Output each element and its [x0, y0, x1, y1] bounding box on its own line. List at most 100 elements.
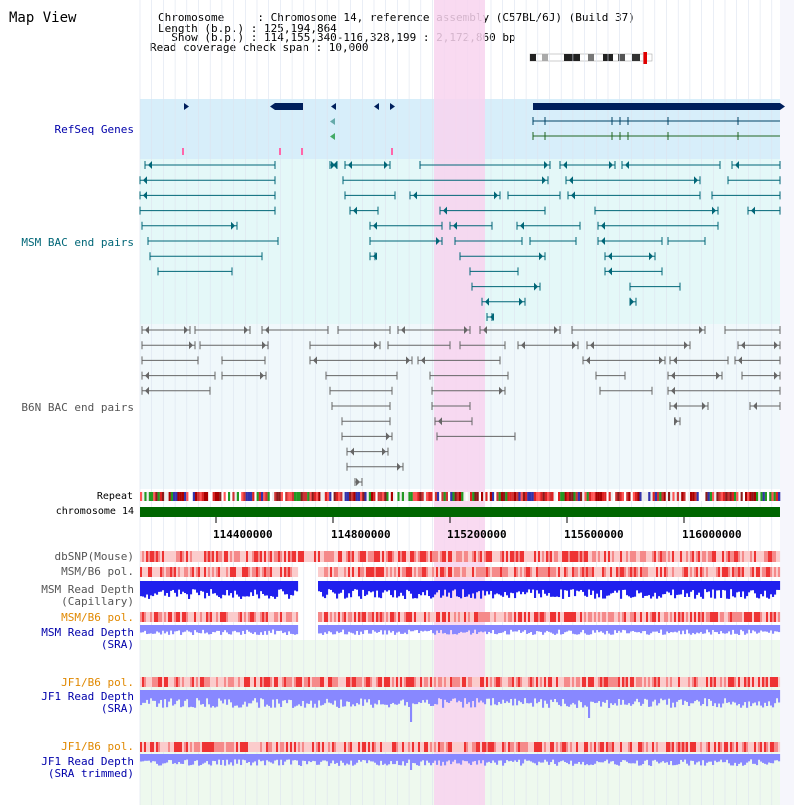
repeat-feature: [703, 492, 706, 501]
msm-b6-pol-bin: [318, 612, 321, 622]
msm-depth-capillary-bar: [230, 581, 233, 594]
repeat-feature: [602, 492, 605, 501]
msm-depth-sra-bar: [488, 625, 491, 632]
msm-depth-capillary-bar: [610, 581, 613, 594]
msm-b6-pol-bin: [222, 612, 225, 622]
jf1-b6-pol-bin: [608, 677, 611, 687]
jf1-depth-trimmed-bar: [662, 754, 665, 762]
msm-depth-sra-bar: [604, 625, 607, 635]
msm-b6-pol-bin: [202, 612, 205, 622]
jf1-b6-pol-bin: [676, 677, 679, 687]
jf1-b6-pol-bin: [144, 742, 147, 752]
dbsnp-bin: [600, 551, 603, 562]
jf1-b6-pol-bin: [600, 677, 603, 687]
jf1-b6-pol-bin: [450, 742, 453, 752]
jf1-depth-sra-bar: [718, 690, 721, 704]
msm-depth-sra-bar: [478, 625, 481, 633]
repeat-feature: [485, 492, 488, 501]
msm-depth-capillary-bar: [368, 581, 371, 592]
msm-depth-sra-bar: [482, 625, 485, 633]
jf1-depth-trimmed-bar: [712, 754, 715, 765]
b6n-bac-pair-arrow: [753, 402, 757, 410]
dbsnp-bin: [318, 551, 321, 562]
dbsnp-bin: [592, 551, 595, 562]
b6n-bac-pair-arrow: [554, 326, 558, 334]
msm-depth-sra-bar: [172, 625, 175, 635]
jf1-b6-pol-bin: [430, 677, 433, 687]
msm-depth-capillary-bar: [324, 581, 327, 599]
msm-b6-pol-bin: [380, 567, 383, 577]
dbsnp-bin: [258, 551, 261, 562]
jf1-b6-pol-bin: [328, 742, 331, 752]
msm-depth-sra-bar: [674, 625, 677, 632]
msm-b6-pol-bin: [340, 612, 343, 622]
b6n-bac-pair-arrow: [386, 432, 390, 441]
msm-b6-pol-bin: [376, 612, 379, 622]
dbsnp-bin: [160, 551, 163, 562]
jf1-depth-sra-bar: [192, 690, 195, 708]
msm-b6-pol-bin: [438, 567, 441, 577]
msm-depth-capillary-bar: [704, 581, 707, 590]
jf1-depth-trimmed-bar: [674, 754, 677, 766]
msm-depth-sra-bar: [292, 625, 295, 635]
jf1-depth-trimmed-bar: [724, 754, 727, 763]
msm-depth-sra-bar: [346, 625, 349, 635]
msm-depth-capillary-bar: [200, 581, 203, 591]
msm-depth-capillary-bar: [352, 581, 355, 591]
jf1-depth-trimmed-bar: [494, 754, 497, 763]
repeat-feature: [729, 492, 732, 501]
jf1-depth-trimmed-bar: [510, 754, 513, 761]
msm-b6-pol-bin: [374, 567, 377, 577]
msm-b6-pol-bin: [720, 612, 723, 622]
msm-depth-capillary-bar: [328, 581, 331, 590]
jf1-b6-pol-bin: [244, 677, 247, 687]
msm-depth-sra-bar: [452, 625, 455, 635]
jf1-b6-pol-bin: [666, 677, 669, 687]
jf1-b6-pol-bin: [354, 742, 357, 752]
msm-b6-pol-bin: [770, 612, 773, 622]
jf1-depth-sra-bar: [664, 690, 667, 700]
jf1-b6-pol-bin: [540, 677, 543, 687]
jf1-depth-sra-bar: [422, 690, 425, 701]
msm-b6-pol-bin: [376, 567, 379, 577]
jf1-b6-pol-bin: [234, 742, 237, 752]
jf1-depth-trimmed-bar: [598, 754, 601, 763]
msm-depth-sra-bar: [550, 625, 553, 633]
jf1-depth-trimmed-bar: [540, 754, 543, 763]
jf1-b6-pol-bin: [604, 742, 607, 752]
jf1-b6-pol-bin: [462, 677, 465, 687]
jf1-depth-trimmed-bar: [380, 754, 383, 761]
jf1-b6-pol-bin: [212, 742, 215, 752]
jf1-depth-sra-bar: [520, 690, 523, 703]
msm-b6-pol-bin: [362, 612, 365, 622]
msm-b6-pol-bin: [320, 567, 323, 577]
repeat-feature: [305, 492, 308, 501]
msm-bac-pair-arrow: [143, 191, 147, 200]
msm-depth-sra-bar: [272, 625, 275, 630]
repeat-feature: [753, 492, 757, 501]
repeat-feature: [300, 492, 303, 501]
msm-depth-capillary-bar: [482, 581, 485, 591]
repeat-feature: [236, 492, 240, 501]
jf1-b6-pol-bin: [572, 742, 575, 752]
msm-depth-capillary-bar: [348, 581, 351, 594]
repeat-feature: [208, 492, 211, 501]
dbsnp-bin: [690, 551, 693, 562]
jf1-depth-trimmed-bar: [572, 754, 575, 766]
msm-depth-capillary-bar: [648, 581, 651, 596]
msm-b6-pol-bin: [280, 612, 283, 622]
jf1-depth-trimmed-bar: [500, 754, 503, 761]
msm-b6-pol-bin: [730, 612, 733, 622]
jf1-b6-pol-bin: [722, 677, 725, 687]
dbsnp-bin: [488, 551, 491, 562]
msm-depth-capillary-bar: [540, 581, 543, 598]
repeat-feature: [566, 492, 570, 501]
msm-b6-pol-bin: [396, 567, 399, 577]
dbsnp-bin: [206, 551, 209, 562]
jf1-depth-sra-bar: [758, 690, 761, 702]
msm-b6-pol-bin: [382, 567, 385, 577]
jf1-depth-sra-bar: [578, 690, 581, 701]
jf1-depth-sra-bar: [318, 690, 321, 701]
jf1-depth-trimmed-bar: [478, 754, 481, 761]
